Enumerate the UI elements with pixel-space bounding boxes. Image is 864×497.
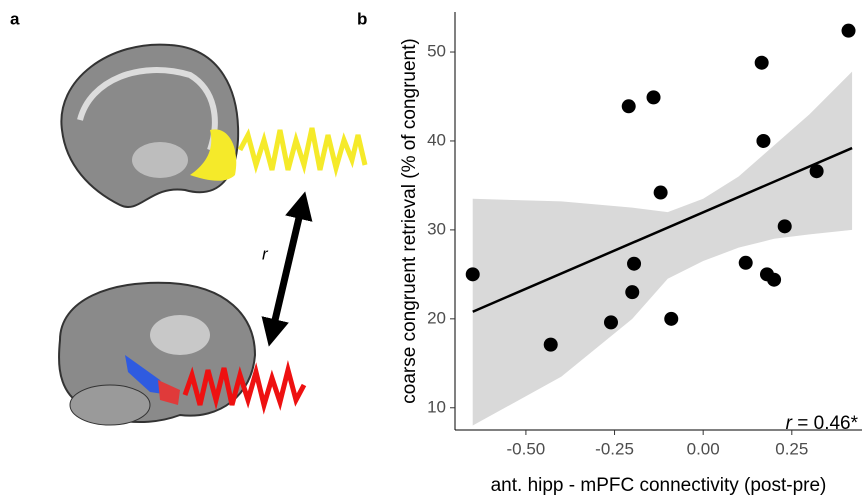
y-tick-label: 40 xyxy=(427,130,446,149)
brain-top xyxy=(60,43,368,208)
point xyxy=(653,185,668,200)
y-tick-label: 30 xyxy=(427,219,446,238)
point xyxy=(465,267,480,282)
point xyxy=(809,164,824,179)
point xyxy=(543,337,558,352)
y-tick-label: 10 xyxy=(427,397,446,416)
annotation: r = 0.46* xyxy=(786,413,859,434)
y-tick-label: 20 xyxy=(427,308,446,327)
point xyxy=(603,315,618,330)
y-tick-label: 50 xyxy=(427,42,446,61)
panel-label: b xyxy=(357,9,367,28)
point xyxy=(621,99,636,114)
point xyxy=(738,255,753,270)
brain-bottom xyxy=(58,281,307,426)
y-axis-title: coarse congruent retrieval (% of congrue… xyxy=(399,38,420,403)
point xyxy=(777,219,792,234)
annotation-text: = 0.46* xyxy=(792,413,859,434)
x-axis-title: ant. hipp - mPFC connectivity (post-pre) xyxy=(491,475,827,496)
x-tick-label: -0.25 xyxy=(595,439,634,458)
point xyxy=(627,256,642,271)
x-tick-label: 0.25 xyxy=(775,439,808,458)
x-tick-label: -0.50 xyxy=(507,439,546,458)
annotation-symbol: r xyxy=(786,413,793,434)
point xyxy=(664,311,679,326)
fit-line xyxy=(472,146,853,313)
x-tick-label: 0.00 xyxy=(687,439,720,458)
arrow-label: r xyxy=(262,244,269,263)
point xyxy=(756,133,771,148)
point xyxy=(646,90,661,105)
point xyxy=(625,285,640,300)
point xyxy=(767,272,782,287)
panel-label: a xyxy=(10,9,20,28)
point xyxy=(754,55,769,70)
arrow xyxy=(261,191,313,347)
point xyxy=(841,23,856,38)
confidence-band xyxy=(472,71,853,426)
